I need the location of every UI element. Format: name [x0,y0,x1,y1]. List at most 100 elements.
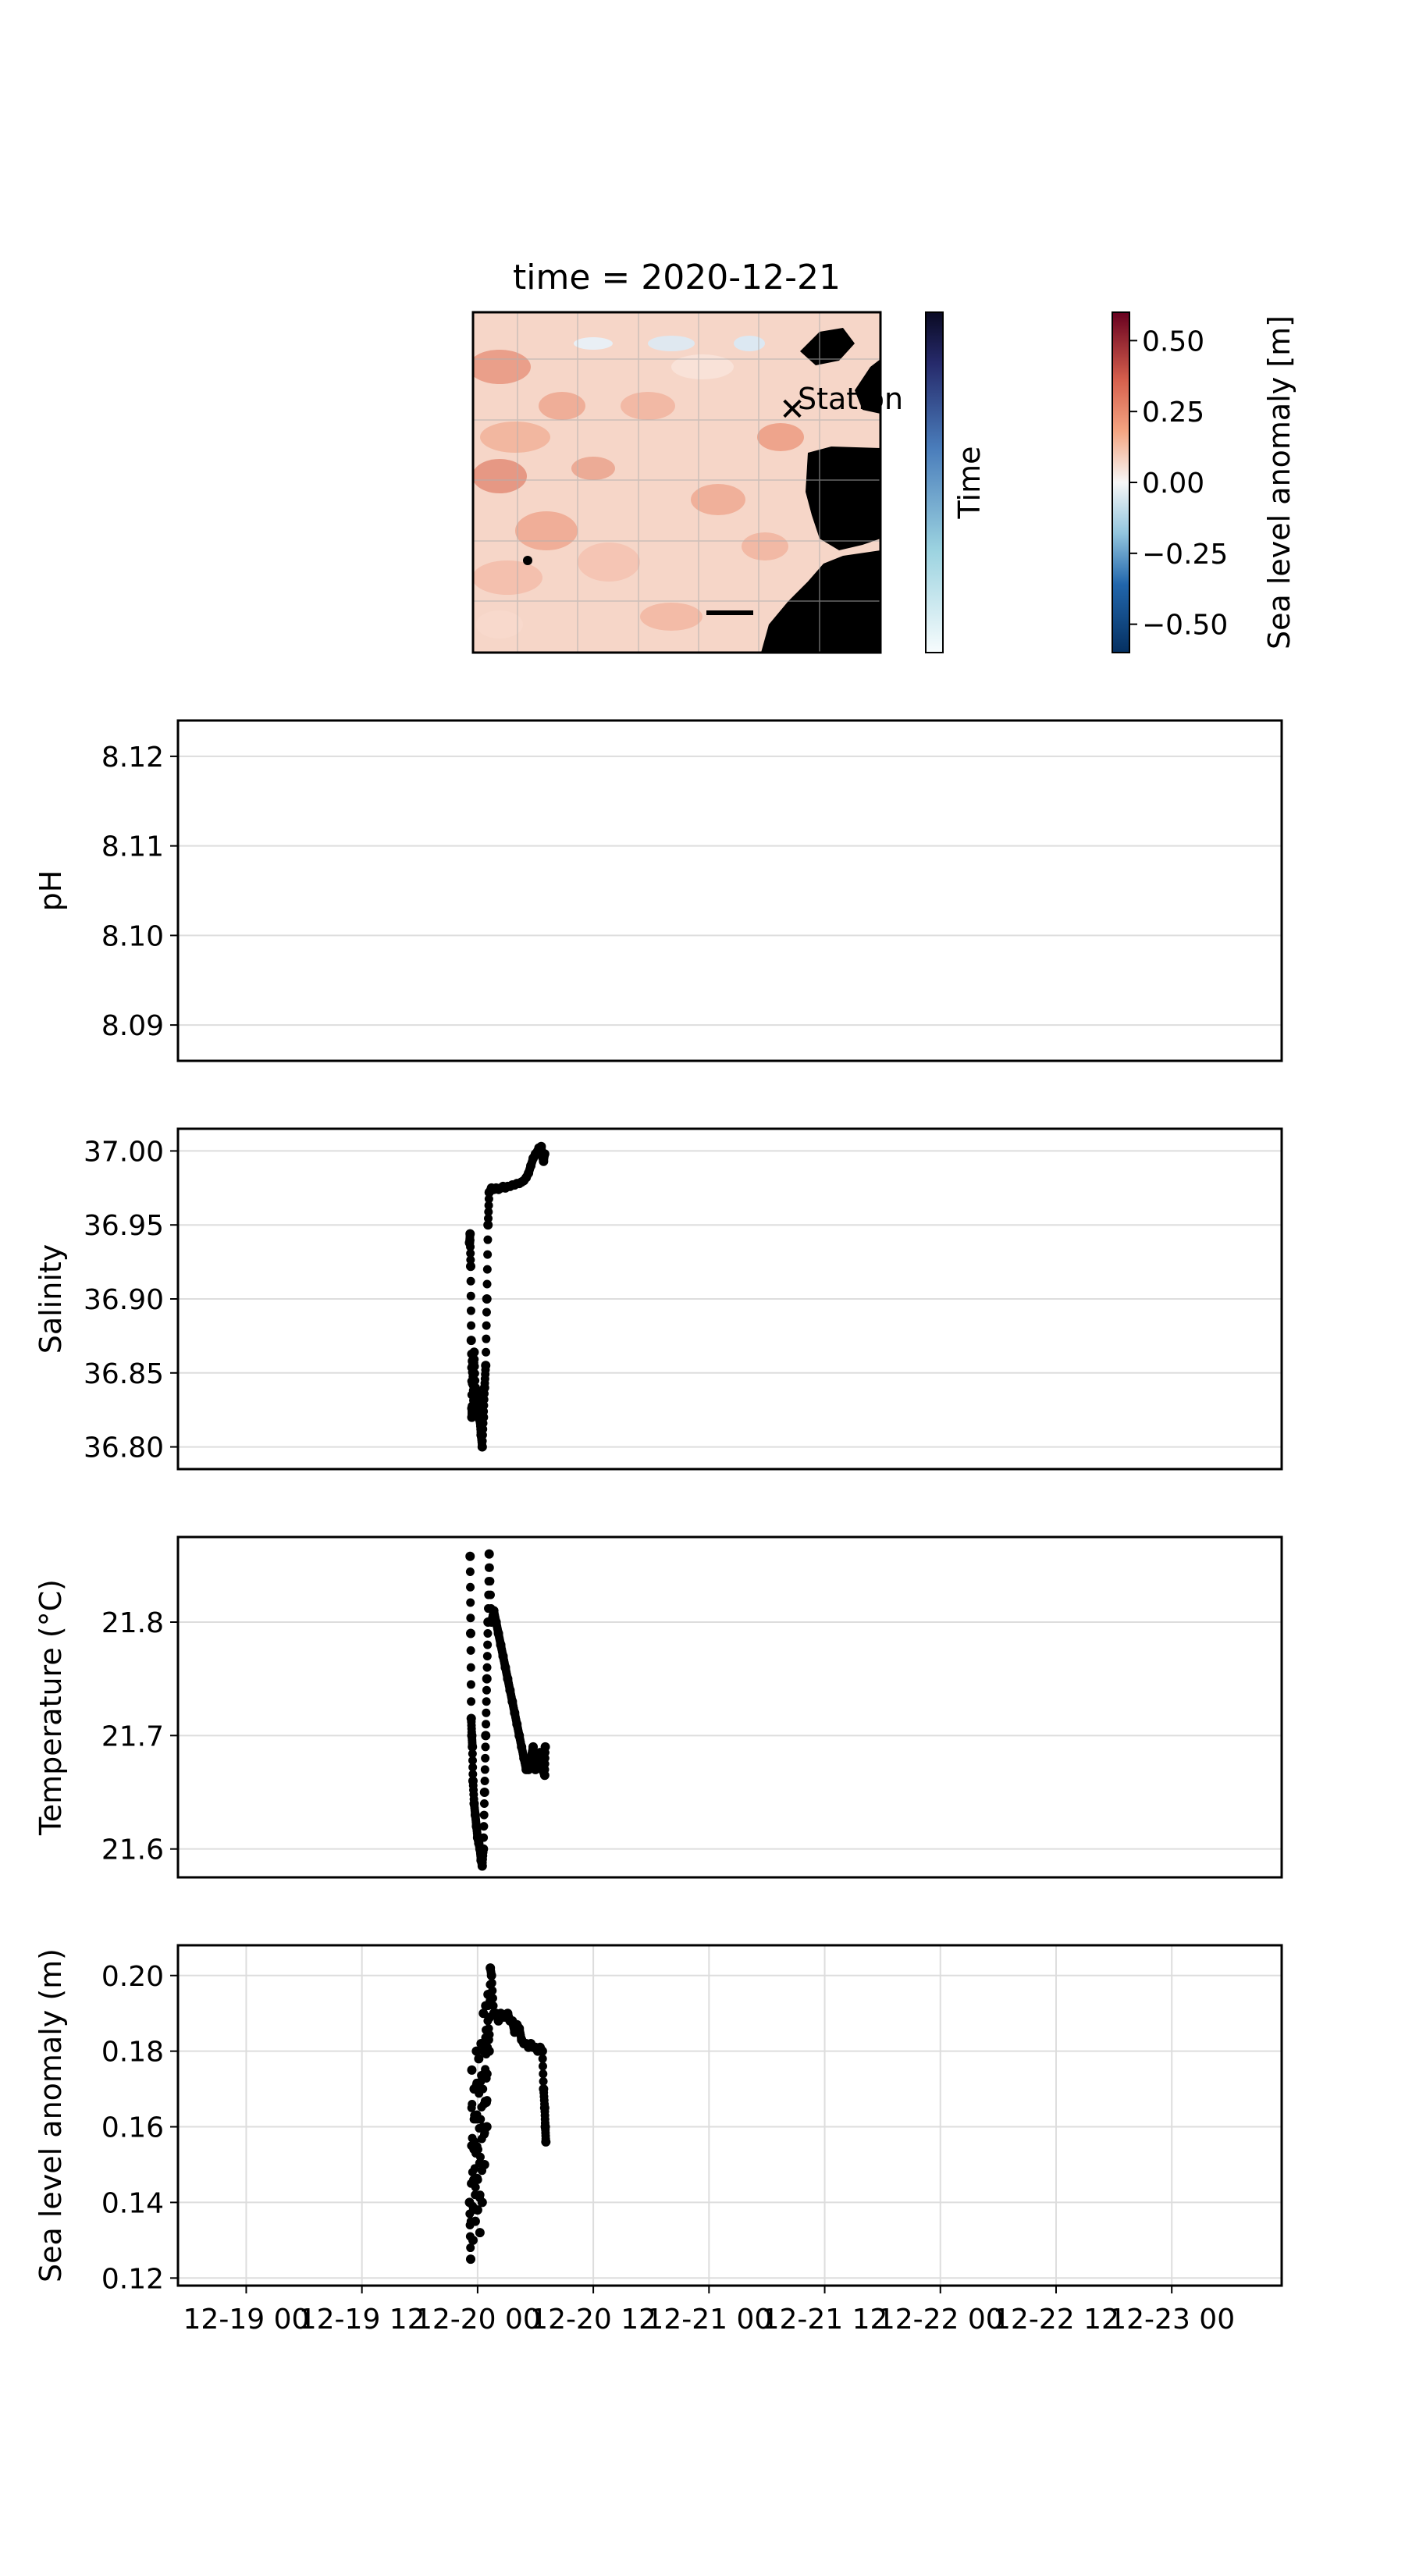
sla-colorbar-tick-label: −0.25 [1142,539,1228,571]
data-point [482,1663,492,1672]
data-point [484,2046,494,2056]
ylabel: Sea level anomaly (m) [34,1948,68,2282]
data-point [466,1680,475,1689]
data-point [479,2159,489,2169]
time-colorbar [925,311,944,653]
ytick-label: 8.10 [101,920,164,952]
data-point [466,1582,475,1592]
data-point [479,1833,489,1842]
data-point [466,1249,475,1258]
ytick-label: 0.16 [101,2112,164,2144]
data-point [466,1663,475,1672]
data-point [539,2076,548,2086]
data-point [486,1577,495,1586]
series-0 [464,1141,550,1452]
axes-frame [176,1944,1283,2287]
data-point [465,1567,475,1576]
data-point [466,1598,475,1607]
data-point [467,1321,476,1330]
sla-colorbar-tick-label: 0.50 [1142,326,1204,358]
xtick-label: 12-20 00 [414,2304,541,2336]
data-point [482,1334,491,1343]
data-point [539,2069,548,2079]
axes-frame [176,1535,1283,1879]
data-point [484,1214,493,1223]
data-point [475,2190,485,2200]
sla-colorbar-ticks: 0.50 0.25 0.00 −0.25 −0.50 [1129,326,1228,642]
sla-colorbar-tick-label: −0.50 [1142,610,1228,642]
time-series-panels: 8.09 8.10 8.11 8.12 pH 36.80 36.85 36.90 36.95 37… [34,719,1283,2336]
map-frame [471,311,882,654]
data-point [482,1697,491,1706]
data-point [466,1306,475,1315]
data-point [482,2096,492,2105]
data-point [483,1640,493,1649]
british-isles-land [800,328,855,365]
data-point [483,1629,493,1638]
data-point [538,2054,547,2063]
data-point [473,2175,482,2184]
data-point [477,2197,487,2208]
data-point [471,2046,482,2056]
data-point [465,1236,475,1245]
ylabel: Salinity [34,1244,68,1354]
data-point [486,1590,495,1599]
data-point [484,1549,494,1559]
data-point [485,1563,494,1572]
data-point [470,1361,479,1371]
data-point [482,1685,491,1695]
xtick-label: 12-19 00 [183,2304,310,2336]
data-point [475,2228,485,2238]
data-point [483,1235,493,1244]
data-point [471,1376,480,1386]
data-point [489,2001,498,2011]
ytick-label: 0.18 [101,2037,164,2069]
data-point [482,2122,492,2132]
ytick-label: 36.90 [84,1284,164,1316]
data-point [468,1763,478,1772]
data-point [475,2152,485,2161]
series-0 [464,1963,551,2265]
axes-frame [176,719,1283,1062]
station-marker: ✕ [779,392,806,428]
data-point [487,1978,496,1987]
xtick-label: 12-23 00 [1108,2304,1235,2336]
data-point [465,1229,475,1239]
sla-colorbar [1112,311,1130,653]
ylabel: pH [34,870,68,912]
ytick-label: 0.20 [101,1961,164,1993]
data-point [479,1822,489,1831]
data-point [465,1261,475,1272]
data-point [481,1742,490,1752]
ytick-label: 0.14 [101,2187,164,2219]
data-point [468,1742,478,1752]
data-point [482,2069,492,2079]
france-land [855,359,880,414]
panel-2: 21.6 21.7 21.8 Temperature (°C) [34,1535,1283,1879]
data-point [479,1799,489,1809]
data-point [479,1788,489,1797]
data-point [470,1354,479,1364]
data-point [468,1749,477,1759]
data-point [465,1551,475,1561]
island-dot [523,556,532,565]
data-point [481,1753,490,1763]
data-point [466,1336,476,1346]
time-colorbar-label: Time [952,447,987,520]
iberia-land [806,447,880,550]
data-point [482,1708,491,1717]
xtick-label: 12-20 12 [530,2304,656,2336]
data-point [481,1731,491,1741]
data-point [482,1652,492,1661]
xtick-label: 12-21 12 [762,2304,888,2336]
data-point [484,1201,493,1210]
data-point [466,1242,475,1251]
map-title: time = 2020-12-21 [513,258,841,297]
data-point [466,1291,475,1300]
ytick-label: 37.00 [84,1136,164,1168]
data-point [482,1720,491,1729]
data-point [473,2145,482,2154]
ytick-label: 8.12 [101,742,164,774]
panel-1: 36.80 36.85 36.90 36.95 37.00 Salinity [34,1127,1283,1471]
